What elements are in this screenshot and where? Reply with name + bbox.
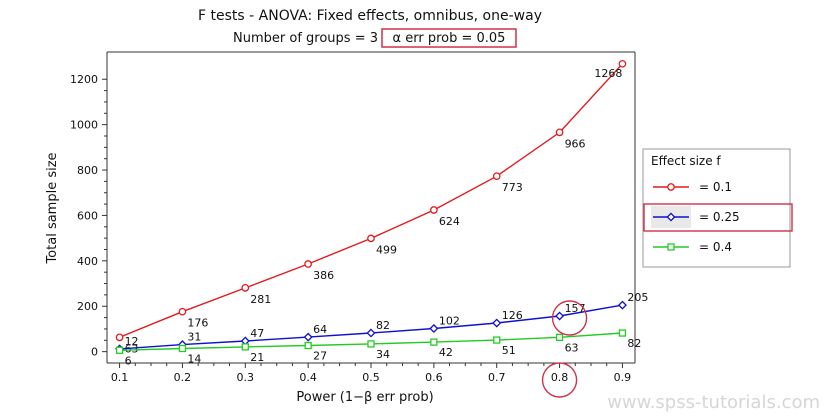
data-point [430,206,438,214]
data-point [367,340,375,348]
x-tick-label: 0.2 [174,371,192,384]
legend-highlight-box [643,203,793,232]
data-point [618,329,627,337]
data-label: 82 [376,319,390,332]
data-point [555,128,564,137]
data-label: 773 [502,181,523,194]
data-point [115,333,124,342]
chart-subtitle-highlight: α err prob = 0.05 [393,31,506,46]
data-label: 205 [627,291,648,304]
y-tick-label: 800 [77,164,98,177]
data-label: 27 [313,350,327,363]
data-label: 102 [439,314,460,327]
data-label: 281 [250,293,271,306]
x-tick-label: 0.6 [425,371,443,384]
highlight-circle-point [551,300,588,336]
data-label: 386 [313,269,334,282]
data-label: 176 [187,317,208,330]
data-label: 12 [125,335,139,348]
legend-marker [667,183,675,191]
data-label: 126 [502,309,523,322]
data-label: 6 [125,354,132,367]
plot-area: 0.1 0.2 0.3 0.4 0.5 0.6 0.7 0.8 0.9 0 200 400 600 800… [70,51,648,398]
legend-title: Effect size f [651,154,721,168]
legend-marker [667,243,675,251]
data-label: 21 [250,351,264,364]
data-point [555,333,564,341]
chart-title: F tests - ANOVA: Fixed effects, omnibus,… [198,8,542,24]
data-label: 966 [565,137,586,150]
data-label: 42 [439,346,453,359]
y-tick-label: 600 [77,209,98,222]
data-label: 63 [125,342,139,355]
data-label: 47 [250,327,264,340]
data-point [429,323,439,334]
x-tick-label: 0.5 [362,371,380,384]
data-point [304,260,312,268]
legend-marker [666,212,676,222]
x-tick-label: 0.1 [111,371,129,384]
legend-entry: = 0.1 [699,180,732,194]
x-tick-label: 0.8 [551,371,569,384]
legend-entry: = 0.25 [699,210,740,224]
x-tick-label: 0.3 [237,371,255,384]
data-point [618,59,627,68]
y-tick-label: 400 [77,255,98,268]
data-label: 499 [376,243,397,256]
data-point [115,346,124,354]
legend: Effect size f = 0.1 = 0.25 = 0.4 [642,148,793,268]
data-point [303,332,313,342]
data-point [492,172,501,181]
data-label: 14 [187,352,201,365]
y-tick-label: 200 [77,300,98,313]
subtitle-highlight-box [381,28,517,48]
data-point [617,300,627,310]
x-tick-label: 0.7 [488,371,506,384]
data-label: 63 [565,341,579,354]
highlight-circle-tick [541,362,578,398]
y-tick-label: 1200 [70,73,98,86]
x-axis-label: Power (1−β err prob) [296,390,433,405]
data-label: 34 [376,348,390,361]
data-point [430,338,438,346]
data-label: 1268 [594,67,622,80]
data-point [493,336,501,344]
x-tick-label: 0.4 [299,371,317,384]
data-point [304,341,312,350]
data-point [366,328,376,338]
data-label: 624 [439,215,460,228]
data-label: 31 [187,331,201,344]
data-point [241,284,250,292]
watermark: www.spss-tutorials.com [607,392,820,413]
data-point [241,343,249,351]
legend-entry: = 0.4 [699,240,732,254]
data-label: 157 [565,302,586,315]
data-point [367,234,375,243]
data-point [555,311,565,321]
series-line [119,63,623,338]
data-label: 82 [627,337,641,350]
x-tick-label: 0.9 [614,371,632,384]
data-label: 64 [313,323,327,336]
data-point [178,307,187,316]
chart-subtitle-prefix: Number of groups = 3 [233,31,378,46]
data-point [492,318,502,328]
y-tick-label: 1000 [70,119,98,132]
data-point [178,344,187,353]
y-axis-label: Total sample size [45,152,60,264]
y-tick-label: 0 [91,346,98,359]
data-label: 51 [502,344,516,357]
